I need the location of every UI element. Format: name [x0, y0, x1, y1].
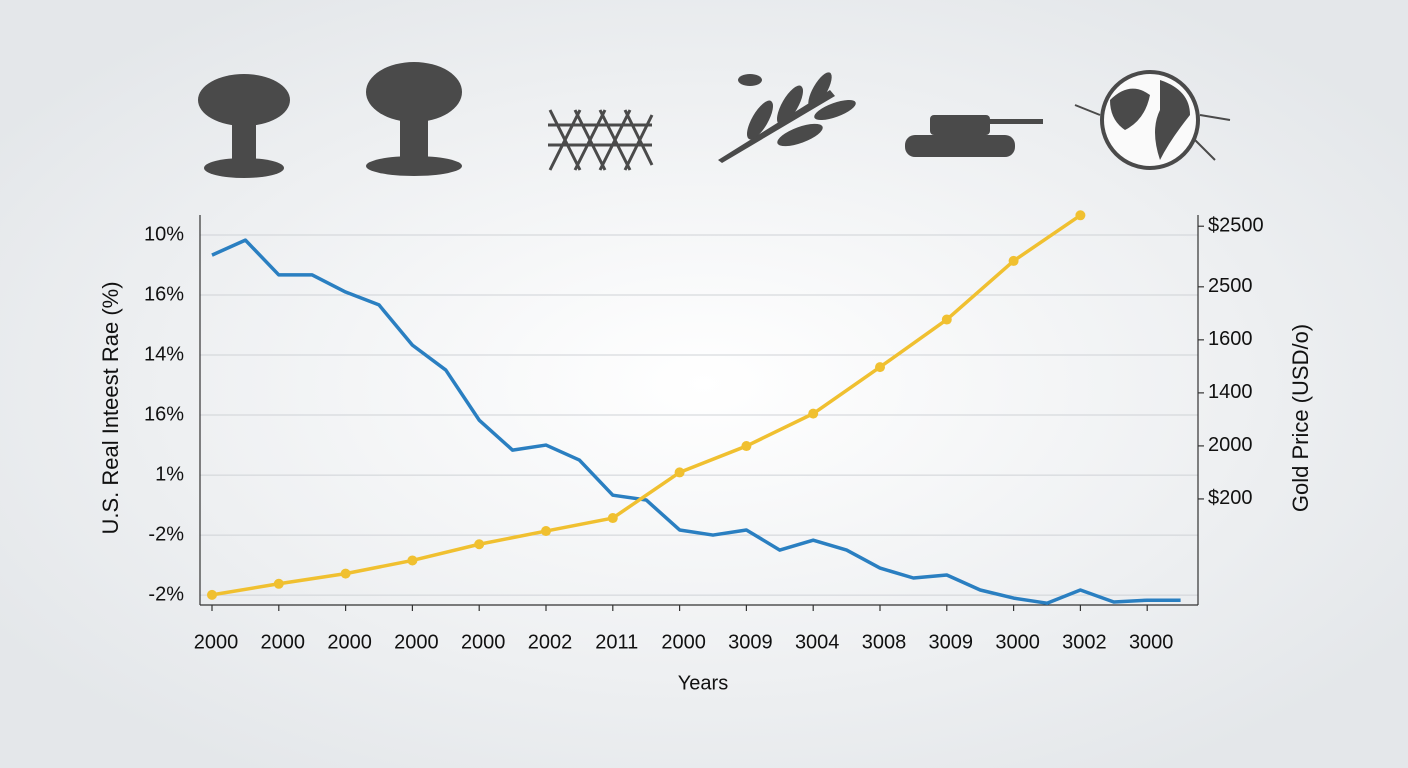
series-point: [741, 441, 752, 452]
series-point: [941, 314, 952, 325]
series-line: [211, 213, 1082, 597]
x-tick-label: 3002: [1062, 631, 1107, 653]
y2-tick-label: 2500: [1208, 275, 1253, 297]
y-axis-title: U.S. Real Inteest Rae (%): [98, 281, 123, 534]
barbed-wire-icon: [548, 109, 654, 171]
x-tick-label: 2000: [327, 631, 372, 653]
series-point: [674, 467, 685, 478]
series-point: [407, 555, 418, 566]
mushroom-cloud-icon: [198, 74, 290, 178]
y2-tick-label: 1400: [1208, 381, 1253, 403]
x-tick-label: 3009: [728, 631, 773, 653]
mushroom-cloud-icon: [366, 62, 462, 176]
series-point: [474, 539, 485, 550]
series-point: [541, 526, 551, 537]
series-point: [273, 578, 284, 589]
x-tick-label: 2000: [394, 631, 439, 653]
series-point: [808, 408, 819, 419]
series-line: [211, 238, 1181, 605]
y2-tick-label: 2000: [1208, 434, 1253, 456]
series-point: [1075, 210, 1086, 221]
x-tick-label: 2000: [461, 631, 506, 653]
y2-axis-title: Gold Price (USD/o): [1288, 324, 1313, 512]
y-tick-label: 10%: [144, 223, 184, 245]
x-axis-title: Years: [678, 672, 728, 694]
y2-tick-label: 1600: [1208, 328, 1253, 350]
y2-tick-label: $2500: [1208, 214, 1264, 236]
x-tick-label: 2011: [595, 631, 638, 653]
x-tick-label: 3004: [795, 631, 840, 653]
series-point: [607, 513, 618, 524]
icons: [198, 62, 1231, 178]
series-point: [1008, 255, 1019, 266]
olive-branch-icon: [718, 72, 856, 163]
x-tick-label: 2000: [194, 631, 239, 653]
tank-icon: [905, 115, 1043, 157]
series-point: [207, 589, 217, 600]
x-tick-label: 2002: [528, 631, 573, 653]
series-point: [340, 568, 351, 579]
series-point: [875, 362, 885, 373]
y-tick-label: -2%: [148, 523, 184, 545]
x-tick-label: 3008: [862, 631, 907, 653]
y2-tick-label: $200: [1208, 487, 1253, 509]
y-tick-label: -2%: [148, 583, 184, 605]
y-tick-label: 1%: [155, 463, 184, 485]
x-tick-label: 3000: [995, 631, 1040, 653]
x-tick-label: 3009: [929, 631, 974, 653]
y-tick-label: 16%: [144, 283, 184, 305]
x-tick-label: 2000: [261, 631, 306, 653]
y-tick-label: 14%: [144, 343, 184, 365]
y-tick-label: 16%: [144, 403, 184, 425]
cracked-globe-icon: [1074, 70, 1231, 170]
x-tick-label: 2000: [661, 631, 706, 653]
x-tick-label: 3000: [1129, 631, 1174, 653]
